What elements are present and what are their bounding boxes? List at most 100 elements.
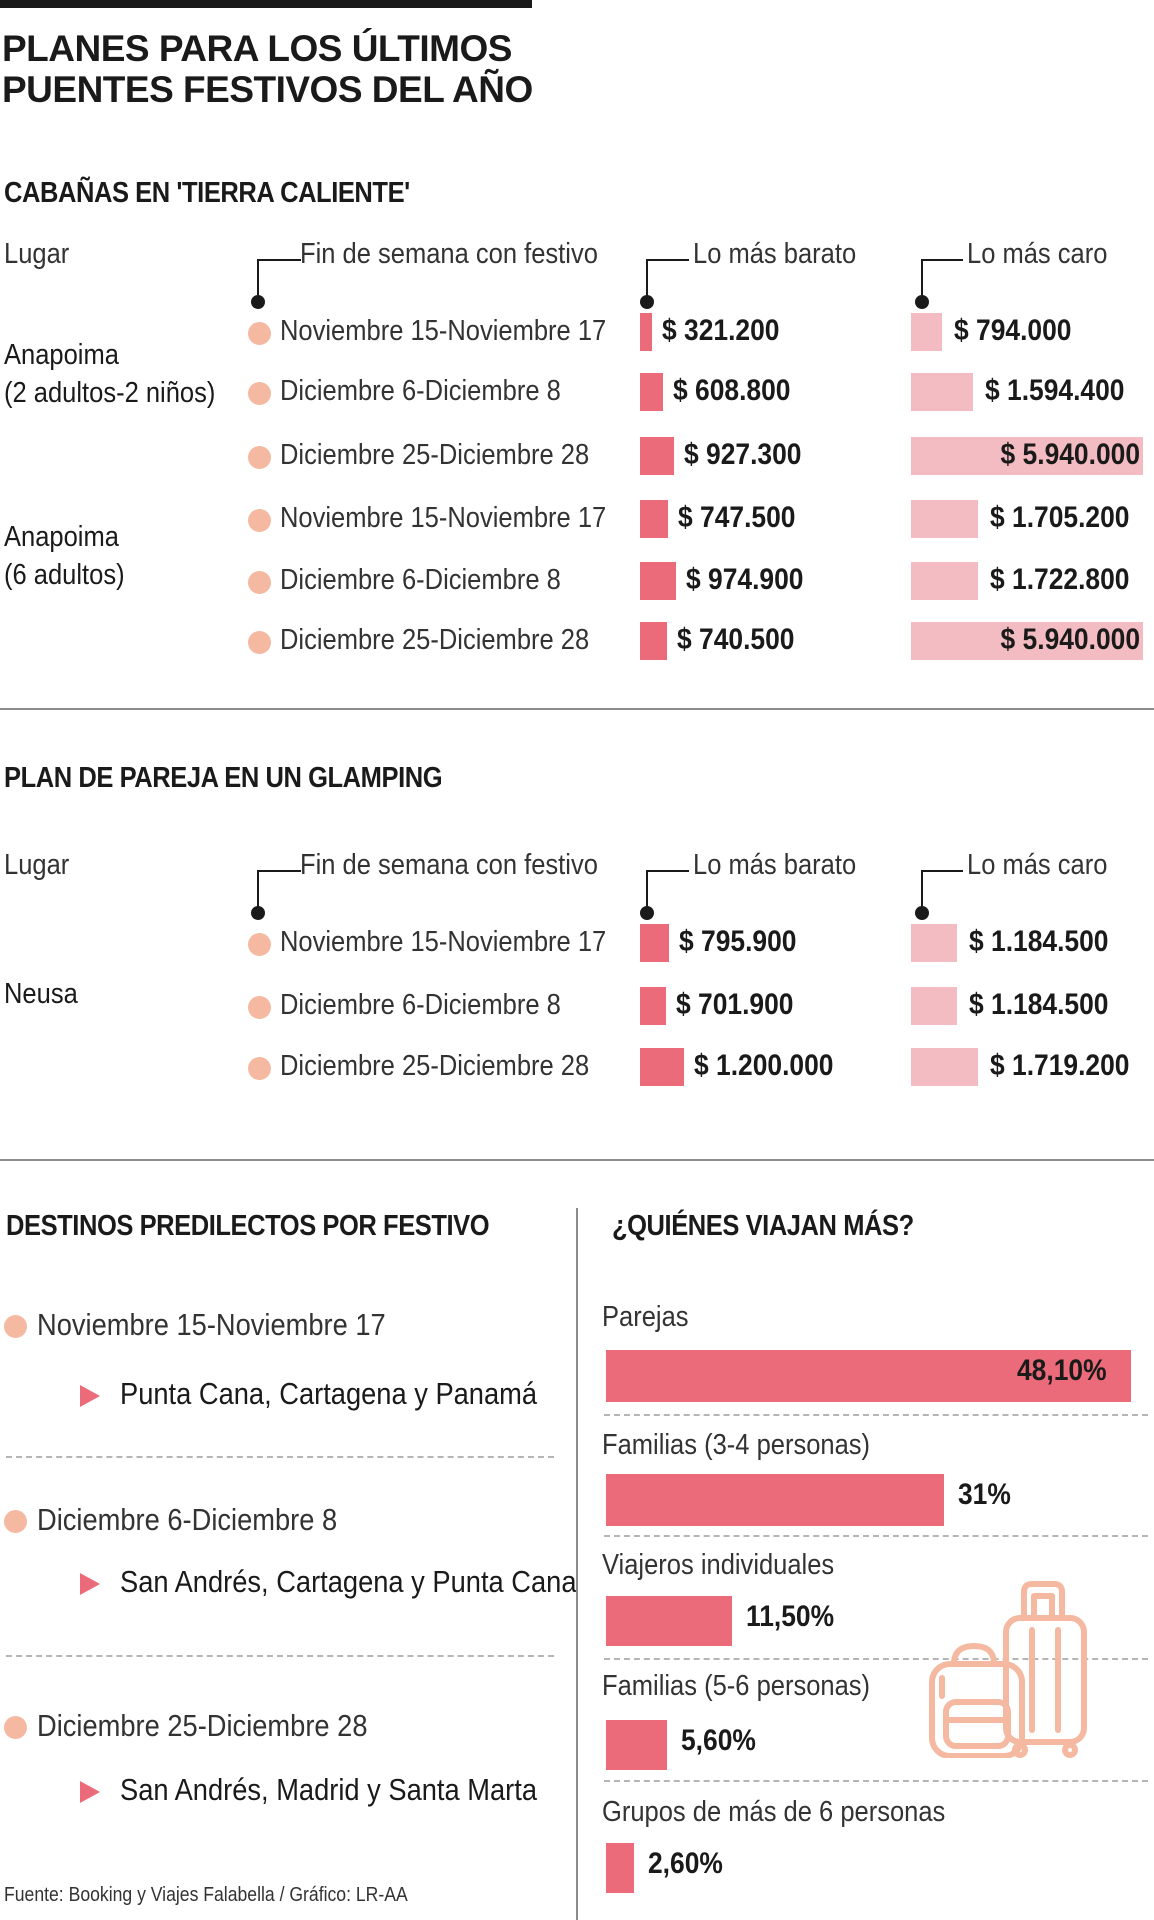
- date-dot: [248, 446, 271, 469]
- caro-bar: [911, 437, 1143, 475]
- lugar-header: Lugar: [4, 849, 70, 881]
- column-divider: [576, 1208, 578, 1920]
- arrow-icon: [80, 1385, 100, 1407]
- quienes-value: 48,10%: [1017, 1354, 1107, 1387]
- header-bracket: [646, 259, 689, 299]
- caro-value: $ 794.000: [954, 314, 1072, 347]
- barato-value: $ 608.800: [673, 374, 791, 407]
- destino-places: San Andrés, Cartagena y Punta Cana: [120, 1564, 577, 1599]
- category-label: Parejas: [602, 1301, 689, 1333]
- caro-bar: [911, 622, 1143, 660]
- date-dot: [248, 631, 271, 654]
- barato-bar: [640, 1048, 684, 1086]
- barato-header: Lo más barato: [693, 238, 857, 270]
- date-dot: [4, 1315, 27, 1338]
- date-dot: [4, 1510, 27, 1533]
- date-label: Noviembre 15-Noviembre 17: [280, 502, 607, 534]
- caro-bar: [911, 562, 978, 600]
- caro-value: $ 1.705.200: [990, 501, 1130, 534]
- barato-bar: [640, 373, 663, 411]
- header-bracket-dot: [915, 906, 929, 920]
- quienes-bar: [606, 1474, 944, 1526]
- quienes-bar: [606, 1596, 732, 1646]
- caro-value: $ 5.940.000: [1000, 623, 1140, 656]
- destinos-title: DESTINOS PREDILECTOS POR FESTIVO: [6, 1210, 490, 1242]
- caro-bar: [911, 1048, 978, 1086]
- barato-bar: [640, 622, 667, 660]
- header-bracket-dot: [640, 295, 654, 309]
- place-line: (6 adultos): [4, 559, 125, 591]
- caro-value: $ 1.722.800: [990, 563, 1130, 596]
- date-dot: [248, 1057, 271, 1080]
- quienes-bar: [606, 1350, 1131, 1402]
- category-label: Grupos de más de 6 personas: [602, 1796, 946, 1828]
- dashed-divider: [604, 1535, 1148, 1537]
- header-bracket-dot: [251, 295, 265, 309]
- arrow-icon: [80, 1573, 100, 1595]
- header-bracket: [921, 870, 963, 910]
- quienes-bar: [606, 1843, 634, 1893]
- destino-places: San Andrés, Madrid y Santa Marta: [120, 1772, 537, 1807]
- header-bracket: [646, 870, 689, 910]
- date-dot: [248, 509, 271, 532]
- place-line: Anapoima: [4, 339, 119, 371]
- place-line: Anapoima: [4, 521, 119, 553]
- barato-bar: [640, 313, 652, 351]
- dashed-divider: [604, 1780, 1148, 1782]
- place-label: Anapoima (6 adultos): [4, 518, 125, 594]
- dashed-divider: [604, 1414, 1148, 1416]
- header-bracket: [257, 870, 301, 910]
- category-label: Familias (3-4 personas): [602, 1429, 871, 1461]
- quienes-value: 11,50%: [746, 1600, 835, 1633]
- date-label: Diciembre 25-Diciembre 28: [280, 624, 590, 656]
- dashed-divider: [6, 1456, 554, 1458]
- destino-date: Noviembre 15-Noviembre 17: [37, 1307, 386, 1342]
- cabanas-title: CABAÑAS EN 'TIERRA CALIENTE': [4, 177, 410, 209]
- header-bracket-dot: [915, 295, 929, 309]
- date-label: Diciembre 25-Diciembre 28: [280, 439, 590, 471]
- place-label: Anapoima (2 adultos-2 niños): [4, 336, 215, 412]
- barato-value: $ 1.200.000: [694, 1049, 834, 1082]
- fin-semana-header: Fin de semana con festivo: [300, 849, 598, 881]
- quienes-title: ¿QUIÉNES VIAJAN MÁS?: [612, 1210, 914, 1242]
- quienes-value: 5,60%: [681, 1724, 756, 1757]
- destino-date: Diciembre 6-Diciembre 8: [37, 1502, 338, 1537]
- date-dot: [4, 1716, 27, 1739]
- date-dot: [248, 382, 271, 405]
- date-dot: [248, 933, 271, 956]
- glamping-title: PLAN DE PAREJA EN UN GLAMPING: [4, 762, 443, 794]
- header-bracket: [921, 259, 963, 299]
- caro-value: $ 5.940.000: [1000, 438, 1140, 471]
- category-label: Familias (5-6 personas): [602, 1670, 871, 1702]
- date-label: Diciembre 6-Diciembre 8: [280, 564, 561, 596]
- barato-bar: [640, 500, 668, 538]
- divider: [0, 708, 1154, 710]
- date-label: Diciembre 6-Diciembre 8: [280, 375, 561, 407]
- caro-bar: [911, 313, 942, 351]
- barato-value: $ 740.500: [677, 623, 795, 656]
- barato-value: $ 795.900: [679, 925, 797, 958]
- header-bracket: [257, 259, 301, 299]
- header-bracket-dot: [640, 906, 654, 920]
- date-dot: [248, 996, 271, 1019]
- caro-value: $ 1.719.200: [990, 1049, 1130, 1082]
- main-title-line2: PUENTES FESTIVOS DEL AÑO: [2, 69, 533, 110]
- destino-places: Punta Cana, Cartagena y Panamá: [120, 1376, 538, 1411]
- barato-value: $ 747.500: [678, 501, 796, 534]
- main-title: PLANES PARA LOS ÚLTIMOS PUENTES FESTIVOS…: [2, 28, 533, 110]
- date-label: Diciembre 25-Diciembre 28: [280, 1050, 590, 1082]
- barato-value: $ 927.300: [684, 438, 802, 471]
- barato-value: $ 974.900: [686, 563, 804, 596]
- quienes-bar: [606, 1720, 667, 1770]
- category-label: Viajeros individuales: [602, 1549, 835, 1581]
- caro-bar: [911, 500, 978, 538]
- source-note: Fuente: Booking y Viajes Falabella / Grá…: [4, 1884, 408, 1906]
- caro-bar: [911, 373, 973, 411]
- barato-value: $ 321.200: [662, 314, 780, 347]
- luggage-icon: [929, 1581, 1087, 1758]
- place-label: Neusa: [4, 978, 78, 1010]
- caro-value: $ 1.184.500: [969, 988, 1109, 1021]
- caro-header: Lo más caro: [967, 849, 1108, 881]
- barato-header: Lo más barato: [693, 849, 857, 881]
- quienes-value: 2,60%: [648, 1847, 723, 1880]
